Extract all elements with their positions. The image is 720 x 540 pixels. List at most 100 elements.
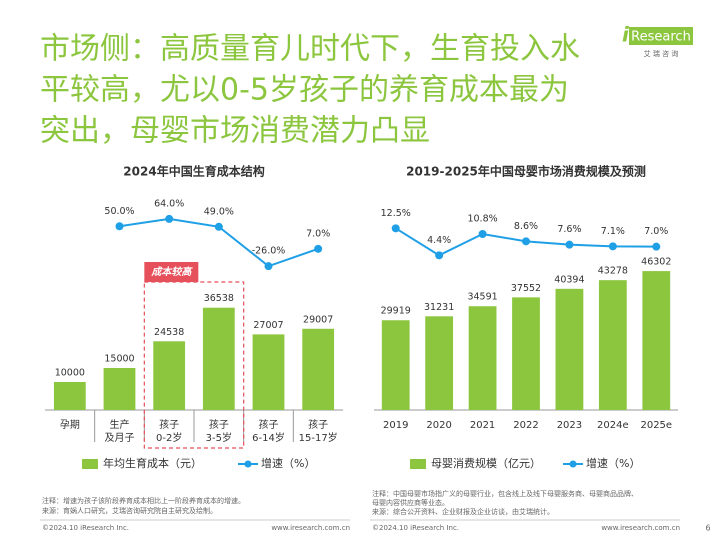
line-value-label: 64.0%	[154, 198, 184, 209]
line-point	[478, 230, 487, 238]
x-tick-label: 及月子	[105, 432, 135, 444]
x-tick-label: 孕期	[60, 419, 80, 431]
line-value-label: 7.0%	[306, 228, 330, 239]
line-point	[214, 222, 223, 231]
bar-value-label: 29007	[303, 314, 333, 325]
legend-label: 年均生育成本（元）	[103, 456, 202, 470]
bar	[512, 297, 540, 410]
line-point	[314, 244, 323, 253]
line-value-label: 12.5%	[381, 208, 411, 219]
x-tick-label: 孩子	[209, 418, 229, 431]
bar	[555, 288, 584, 410]
page-number: 6	[705, 524, 710, 533]
x-tick-label: 孩子	[308, 418, 328, 431]
slide-title: 平较高，尤以0-5岁孩子的养育成本最为	[40, 73, 569, 108]
annotation-box	[144, 262, 199, 282]
bar	[202, 307, 235, 410]
bar	[103, 368, 136, 410]
footer-url: www.iresearch.com.cn	[271, 524, 350, 532]
bar-value-label: 34591	[467, 292, 497, 303]
logo-mark: i	[622, 23, 630, 47]
logo-box	[629, 27, 693, 45]
bar-value-label: 43278	[598, 266, 628, 277]
footer-url: www.iresearch.com.cn	[601, 524, 680, 532]
bar	[468, 306, 497, 410]
note: 注释：增速为孩子该阶段养育成本相比上一阶段养育成本的增速。	[42, 496, 245, 505]
bar-value-label: 31231	[424, 302, 454, 313]
note: 母婴内容供应商等业态。	[372, 498, 449, 507]
logo-tagline: 艾 瑞 咨 询	[644, 49, 679, 58]
note: 来源：综合公开资料、企业财报及企业访谈，由艾瑞统计。	[372, 507, 554, 516]
x-tick-label: 2019	[383, 420, 408, 431]
line-point	[391, 224, 400, 233]
line-value-label: 50.0%	[104, 206, 134, 217]
line-value-label: 7.6%	[557, 224, 581, 235]
bar-value-label: 37552	[511, 283, 541, 294]
line-value-label: 10.8%	[467, 214, 497, 225]
bar-value-label: 29919	[381, 306, 411, 317]
bar-value-label: 27007	[253, 320, 283, 331]
bar	[425, 316, 454, 410]
note: 来源：育娲人口研究，艾瑞咨询研究院自主研究及绘制。	[42, 506, 217, 515]
x-tick-label: 孩子	[159, 418, 179, 431]
slide-title: 突出，母婴市场消费潜力凸显	[40, 114, 430, 149]
legend-label: 母婴消费规模（亿元）	[431, 456, 541, 470]
line-value-label: -26.0%	[252, 246, 286, 257]
bar-value-label: 40394	[554, 274, 584, 285]
legend-swatch	[410, 459, 426, 469]
x-tick-label: 2024e	[597, 420, 629, 431]
line-value-label: 49.0%	[204, 206, 234, 217]
line-point	[522, 237, 530, 246]
annotation: 成本较高	[150, 266, 193, 278]
bar-value-label: 15000	[104, 354, 134, 365]
x-tick-label: 3-5岁	[206, 431, 232, 444]
logo-name: Research	[631, 30, 691, 45]
line-point	[435, 251, 444, 260]
legend-label: 增速（%）	[261, 456, 315, 470]
x-tick-label: 生产	[110, 418, 130, 431]
line-value-label: 7.0%	[644, 226, 668, 237]
chart-title: 2024年中国生育成本结构	[123, 164, 264, 179]
line-point	[264, 262, 273, 271]
x-tick-label: 2022	[513, 420, 538, 431]
line-point	[565, 240, 574, 249]
legend-label: 增速（%）	[586, 456, 640, 470]
x-tick-label: 15-17岁	[299, 431, 338, 444]
line-point	[115, 222, 124, 231]
bar	[381, 320, 410, 410]
bar	[153, 341, 186, 410]
line-point	[652, 242, 661, 251]
bar	[53, 382, 86, 410]
line-point	[165, 214, 174, 223]
bar-value-label: 46302	[641, 257, 671, 268]
bar-value-label: 36538	[204, 293, 234, 304]
x-tick-label: 2023	[557, 420, 582, 431]
legend-swatch	[244, 460, 252, 468]
chart-title: 2019-2025年中国母婴市场消费规模及预测	[406, 164, 646, 179]
bar-value-label: 24538	[154, 327, 184, 338]
line-value-label: 8.6%	[514, 221, 538, 232]
x-tick-label: 6-14岁	[252, 431, 285, 444]
footer-copyright: ©2024.10 iResearch Inc.	[42, 524, 129, 532]
bar-value-label: 10000	[55, 368, 85, 379]
x-tick-label: 2021	[470, 420, 495, 431]
legend-swatch	[82, 459, 98, 469]
x-tick-label: 2025e	[640, 420, 672, 431]
x-tick-label: 0-2岁	[156, 431, 182, 444]
x-tick-label: 孩子	[259, 418, 279, 431]
footer-copyright: ©2024.10 iResearch Inc.	[372, 524, 459, 532]
legend-swatch	[569, 460, 577, 468]
x-tick-label: 2020	[426, 420, 451, 431]
line-value-label: 7.1%	[601, 226, 625, 237]
bar	[642, 271, 671, 410]
bar	[302, 328, 335, 410]
line-point	[608, 242, 617, 251]
bar	[598, 280, 627, 410]
slide-title: 市场侧：高质量育儿时代下，生育投入水	[40, 32, 580, 67]
bar	[252, 334, 285, 410]
line-value-label: 4.4%	[427, 235, 451, 246]
note: 注释：中国母婴市场指广义的母婴行业，包含线上及线下母婴服务商、母婴商品品牌、	[372, 489, 638, 498]
